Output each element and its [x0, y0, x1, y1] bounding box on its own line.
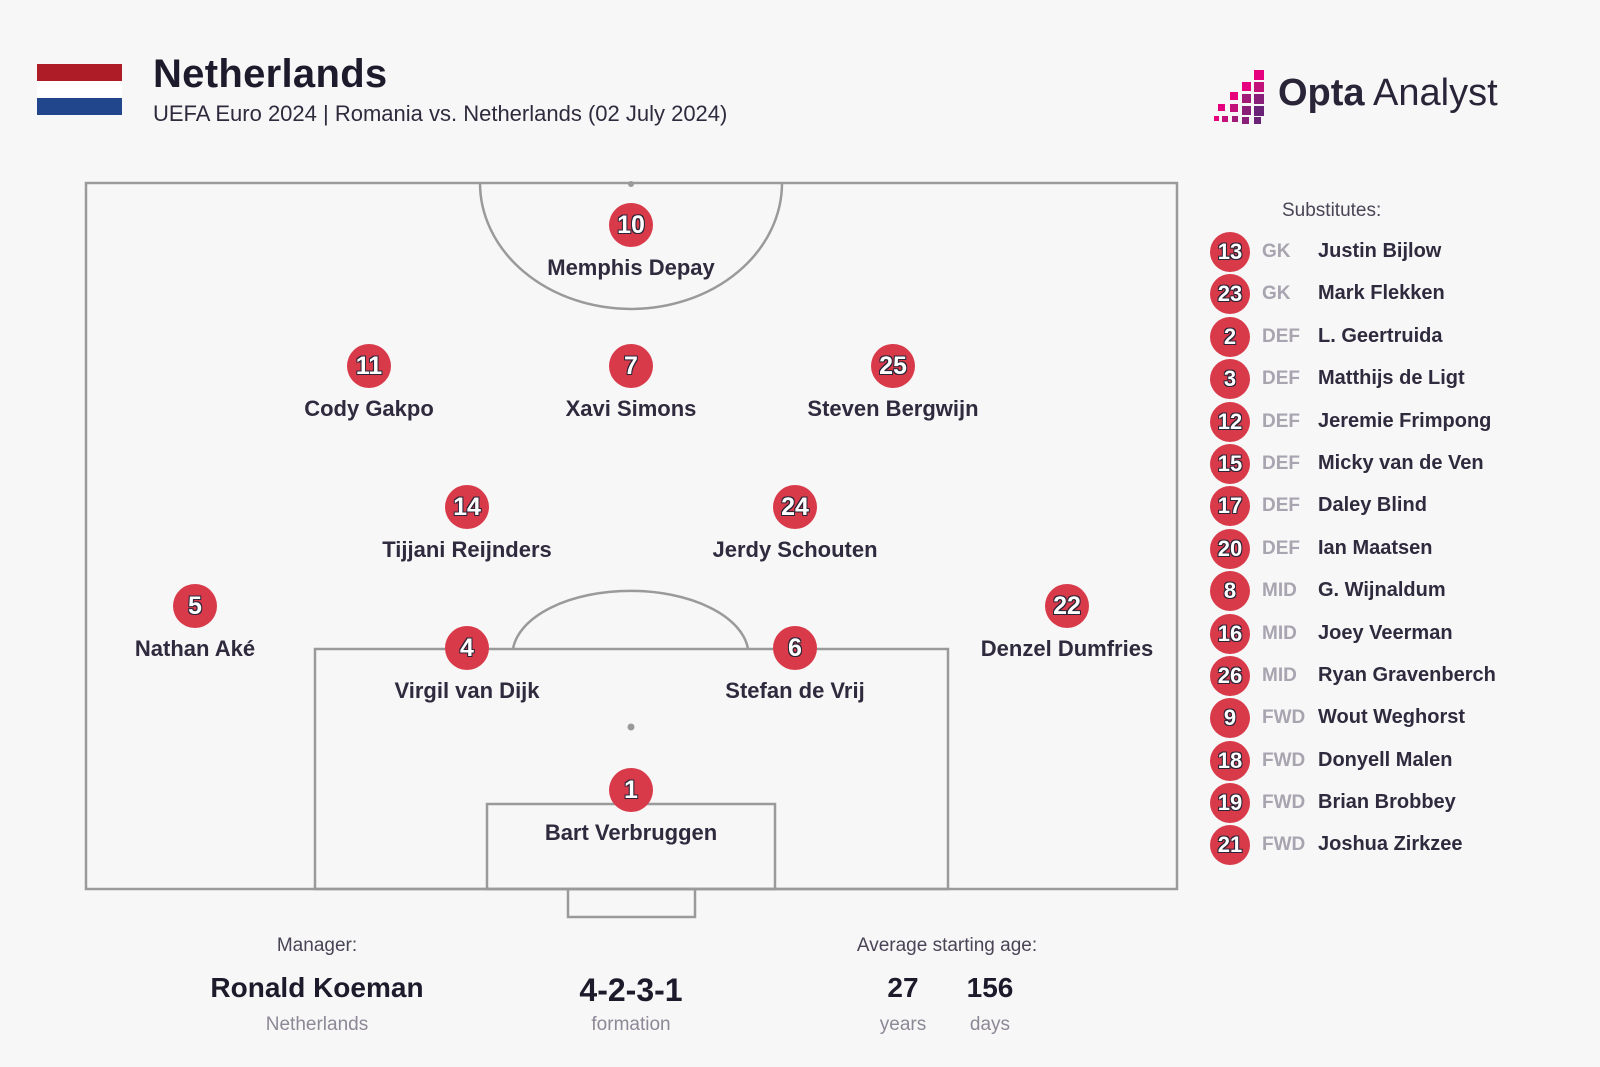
substitute-name: Ryan Gravenberch: [1318, 663, 1496, 686]
position-label: DEF: [1262, 495, 1300, 517]
position-label: DEF: [1262, 325, 1300, 347]
position-label: DEF: [1262, 368, 1300, 390]
position-label: FWD: [1262, 707, 1306, 729]
position-label: GK: [1262, 283, 1291, 305]
shirt-number-badge: 11: [347, 344, 391, 388]
shirt-number-badge: 24: [773, 485, 817, 529]
average-age-years: 27: [887, 972, 919, 1003]
player-name: Memphis Depay: [547, 255, 715, 280]
player-name: Cody Gakpo: [304, 396, 434, 421]
average-age-years-label: years: [879, 1014, 927, 1035]
shirt-number-badge: 23: [1210, 274, 1250, 315]
shirt-number-badge: 10: [609, 203, 653, 247]
shirt-number-badge: 15: [1210, 443, 1250, 484]
substitute-name: G. Wijnaldum: [1318, 579, 1446, 602]
shirt-number-badge: 26: [1210, 655, 1250, 696]
average-age-days-label: days: [969, 1014, 1011, 1035]
shirt-number-badge: 3: [1210, 359, 1250, 400]
shirt-number-badge: 19: [1210, 783, 1250, 824]
shirt-number-badge: 12: [1210, 401, 1250, 442]
shirt-number-badge: 22: [1045, 584, 1089, 628]
page-title: Netherlands: [153, 52, 388, 96]
position-label: FWD: [1262, 749, 1306, 771]
substitute-name: Joshua Zirkzee: [1318, 833, 1463, 856]
substitutes-heading: Substitutes:: [1282, 200, 1382, 221]
position-label: DEF: [1262, 537, 1300, 559]
substitute-name: Matthijs de Ligt: [1318, 367, 1465, 390]
shirt-number-badge: 1: [609, 768, 653, 812]
player-name: Tijjani Reijnders: [382, 537, 552, 562]
shirt-number-badge: 8: [1210, 571, 1250, 612]
player-name: Jerdy Schouten: [712, 537, 878, 562]
player-name: Xavi Simons: [565, 396, 697, 421]
substitute-name: Mark Flekken: [1318, 282, 1445, 305]
player-name: Denzel Dumfries: [980, 636, 1154, 661]
substitute-name: Jeremie Frimpong: [1318, 409, 1492, 432]
six-yard-box: [485, 802, 777, 891]
shirt-number-badge: 9: [1210, 698, 1250, 739]
position-label: DEF: [1262, 410, 1300, 432]
substitute-name: Donyell Malen: [1318, 748, 1453, 771]
position-label: FWD: [1262, 792, 1306, 814]
player-name: Virgil van Dijk: [394, 678, 540, 703]
manager-name: Ronald Koeman: [210, 972, 424, 1003]
flag-blue-stripe: [37, 98, 122, 115]
shirt-number-badge: 6: [773, 626, 817, 670]
average-age-days: 156: [966, 972, 1014, 1003]
shirt-number-badge: 4: [445, 626, 489, 670]
netherlands-flag: [37, 64, 122, 115]
substitute-name: Justin Bijlow: [1318, 240, 1442, 262]
substitute-name: Wout Weghorst: [1318, 706, 1466, 729]
center-spot: [628, 181, 634, 187]
shirt-number-badge: 2: [1210, 316, 1250, 357]
player-name: Nathan Aké: [134, 636, 256, 661]
flag-red-stripe: [37, 64, 122, 81]
average-age-label: Average starting age:: [856, 935, 1038, 956]
substitute-name: Micky van de Ven: [1318, 451, 1484, 474]
formation-label: formation: [591, 1014, 671, 1035]
shirt-number-badge: 18: [1210, 740, 1250, 781]
substitute-name: Joey Veerman: [1318, 621, 1453, 644]
logo-wordmark: Opta Analyst: [1278, 72, 1498, 114]
formation-value: 4-2-3-1: [579, 972, 683, 1008]
goal: [566, 887, 697, 919]
shirt-number-badge: 21: [1210, 825, 1250, 866]
shirt-number-badge: 17: [1210, 486, 1250, 527]
penalty-spot: [627, 723, 635, 731]
shirt-number-badge: 14: [445, 485, 489, 529]
position-label: FWD: [1262, 834, 1306, 856]
shirt-number-badge: 13: [1210, 232, 1250, 272]
match-subtitle: UEFA Euro 2024 | Romania vs. Netherlands…: [153, 101, 728, 126]
manager-label: Manager:: [276, 935, 358, 956]
player-name: Stefan de Vrij: [725, 678, 865, 703]
shirt-number-badge: 16: [1210, 613, 1250, 654]
position-label: GK: [1262, 241, 1291, 262]
penalty-arc: [511, 589, 750, 650]
shirt-number-badge: 25: [871, 344, 915, 388]
substitute-name: L. Geertruida: [1318, 324, 1443, 347]
opta-logo-icon: [1214, 70, 1264, 124]
player-name: Steven Bergwijn: [807, 396, 979, 421]
position-label: MID: [1262, 664, 1297, 686]
player-name: Bart Verbruggen: [544, 820, 718, 845]
position-label: MID: [1262, 580, 1297, 602]
shirt-number-badge: 20: [1210, 528, 1250, 569]
substitute-name: Ian Maatsen: [1318, 536, 1433, 559]
opta-analyst-logo: Opta Analyst: [1214, 66, 1514, 126]
manager-country: Netherlands: [265, 1014, 369, 1035]
shirt-number-badge: 5: [173, 584, 217, 628]
position-label: MID: [1262, 622, 1297, 644]
position-label: DEF: [1262, 452, 1300, 474]
substitute-name: Brian Brobbey: [1318, 791, 1456, 814]
shirt-number-badge: 7: [609, 344, 653, 388]
flag-white-stripe: [37, 81, 122, 98]
substitute-name: Daley Blind: [1318, 494, 1427, 517]
